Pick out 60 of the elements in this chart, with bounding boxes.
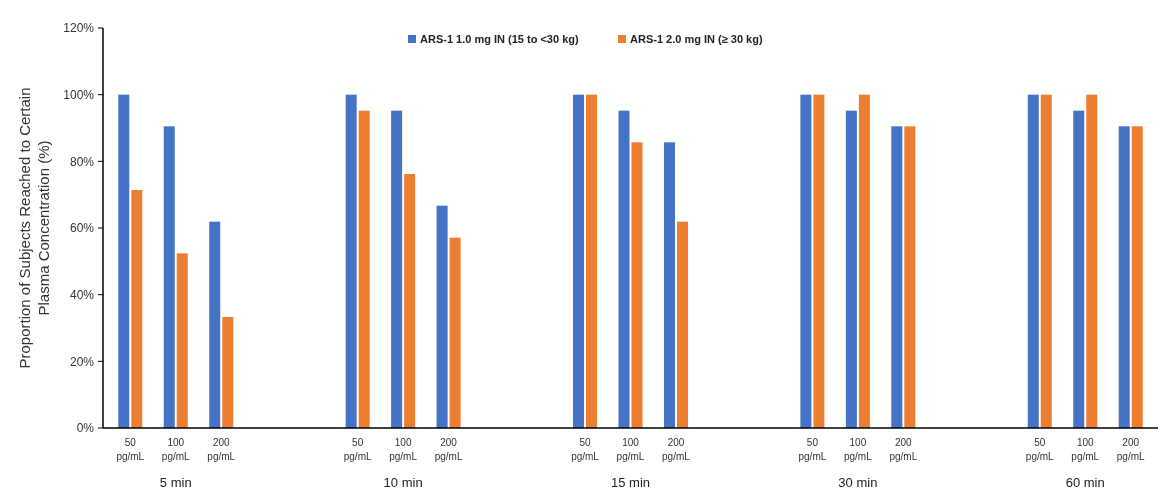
bar: [404, 174, 416, 428]
bar: [904, 126, 916, 428]
bar: [663, 142, 675, 428]
x-tick-label: 100 pg/mL: [389, 437, 418, 462]
legend-label: ARS-1 2.0 mg IN (≥ 30 kg): [630, 33, 763, 45]
y-tick-label: 120%: [63, 21, 95, 36]
bar: [118, 94, 130, 428]
x-tick-label: 50 pg/mL: [798, 437, 827, 462]
y-tick-label: 0%: [76, 421, 95, 436]
bar: [176, 253, 188, 428]
y-tick-label: 100%: [63, 87, 95, 102]
bar: [1073, 110, 1085, 428]
x-tick-label: 200 pg/mL: [662, 437, 691, 462]
x-tick-label: 50 pg/mL: [343, 437, 372, 462]
x-tick-label: 200 pg/mL: [434, 437, 463, 462]
y-axis-title: Proportion of Subjects Reached to Certain Plasma Concentration (%): [16, 87, 52, 369]
x-tick-label: 50 pg/mL: [571, 437, 600, 462]
y-tick-label: 60%: [69, 221, 95, 236]
x-tick-label: 50 pg/mL: [1025, 437, 1055, 462]
bar: [358, 110, 370, 428]
bar: [676, 221, 688, 428]
x-tick-label: 50 pg/mL: [116, 437, 145, 462]
bar: [436, 205, 448, 428]
bar: [345, 94, 357, 428]
bar: [209, 221, 221, 428]
x-tick-label: 100 pg/mL: [1071, 437, 1100, 462]
bar: [1118, 126, 1130, 428]
y-tick-label: 40%: [69, 287, 95, 302]
bar: [131, 190, 143, 428]
legend-label: ARS-1 1.0 mg IN (15 to <30 kg): [420, 33, 579, 45]
bar: [1040, 94, 1052, 428]
bar: [813, 94, 825, 428]
text: 5 min: [159, 475, 192, 490]
x-tick-label: 200 pg/mL: [1116, 437, 1146, 462]
bar: [618, 110, 630, 428]
x-tick-label: 100 pg/mL: [161, 437, 191, 462]
bar: [391, 110, 403, 428]
bar: [1086, 94, 1098, 428]
x-tick-label: 200 pg/mL: [207, 437, 236, 462]
bar: [858, 94, 870, 428]
bar: [222, 317, 234, 428]
bar: [800, 94, 812, 428]
bar: [163, 126, 175, 428]
y-tick-label: 80%: [69, 154, 95, 169]
bar: [449, 237, 461, 428]
y-tick-label: 20%: [69, 354, 95, 369]
bar: [845, 110, 857, 428]
bar: [573, 94, 585, 428]
bar: [631, 142, 643, 428]
text: 15 min: [610, 475, 651, 490]
text: 30 min: [838, 475, 878, 490]
text: 60 min: [1065, 475, 1105, 490]
bar: [1027, 94, 1039, 428]
text: 10 min: [383, 475, 423, 490]
x-tick-label: 100 pg/mL: [616, 437, 645, 462]
bar: [1131, 126, 1143, 428]
bar: [891, 126, 903, 428]
x-tick-label: 200 pg/mL: [889, 437, 918, 462]
x-tick-label: 100 pg/mL: [843, 437, 873, 462]
bar: [586, 94, 598, 428]
